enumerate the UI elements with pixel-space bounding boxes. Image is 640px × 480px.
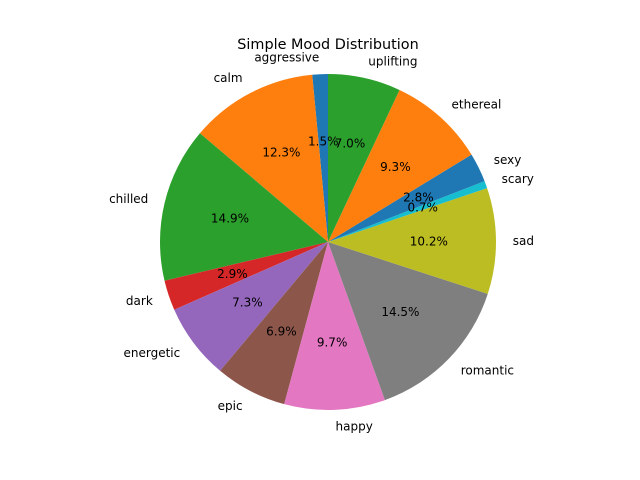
percent-labels: 1.5% 12.3% 14.9% 2.9% 7.3%6.9% 9.7% 14.5% 10.2%… [211, 134, 448, 349]
percent-label-sad: 10.2% [410, 234, 448, 248]
slice-label-romantic: romantic [461, 364, 514, 378]
slice-label-chilled: chilled [109, 192, 148, 206]
percent-label-epic: 6.9% [266, 324, 297, 338]
pie-slice-epic [220, 242, 328, 405]
pie-slice-energetic [174, 242, 328, 371]
pie-slice-ethereal [328, 89, 472, 243]
slice-label-aggressive: aggressive [254, 50, 319, 64]
percent-label-happy: 9.7% [317, 336, 348, 350]
slice-label-uplifting: uplifting [368, 55, 417, 69]
percent-label-chilled: 14.9% [211, 211, 249, 225]
slice-label-energetic: energetic [123, 346, 180, 360]
percent-label-scary: 0.7% [407, 201, 438, 215]
slice-label-happy: happy [336, 420, 373, 434]
pie-slice-sad [328, 188, 496, 294]
slice-label-sexy: sexy [494, 153, 522, 167]
percent-label-ethereal: 9.3% [380, 160, 411, 174]
slice-label-sad: sad [513, 234, 534, 248]
pie-slice-dark [164, 242, 328, 310]
pie-slices [159, 74, 496, 410]
slice-label-epic: epic [218, 399, 243, 413]
pie-slice-aggressive [312, 74, 328, 242]
pie-slice-scary [328, 181, 488, 242]
slice-label-calm: calm [214, 71, 243, 85]
percent-label-uplifting: 7.0% [335, 137, 366, 151]
percent-label-calm: 12.3% [262, 146, 300, 160]
pie-slice-sexy [328, 154, 485, 242]
slice-label-scary: scary [502, 172, 534, 186]
percent-label-dark: 2.9% [217, 267, 248, 281]
percent-label-sexy: 2.8% [403, 190, 434, 204]
percent-label-energetic: 7.3% [232, 296, 263, 310]
pie-slice-uplifting [328, 74, 400, 242]
percent-label-romantic: 14.5% [381, 305, 419, 319]
chart-title: Simple Mood Distribution [237, 37, 418, 53]
pie-slice-calm [199, 74, 328, 242]
slice-labels: aggressive calm chilled dark energetic epic ha… [109, 50, 534, 433]
pie-slice-chilled [159, 133, 328, 281]
slice-label-dark: dark [126, 294, 153, 308]
percent-label-aggressive: 1.5% [308, 134, 339, 148]
slice-label-ethereal: ethereal [452, 98, 502, 112]
pie-slice-romantic [328, 242, 488, 401]
pie-slice-happy [284, 242, 385, 410]
